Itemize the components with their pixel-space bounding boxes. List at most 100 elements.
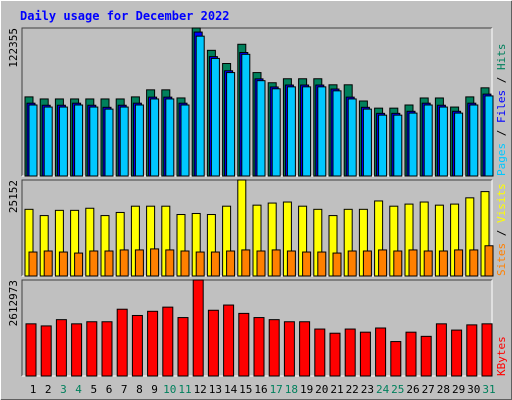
bar [359,331,371,377]
bar [241,249,251,277]
bar [195,251,205,277]
bar [362,108,372,177]
x-tick-label: 23 [361,383,374,396]
x-tick-label: 30 [467,383,480,396]
bar [177,317,189,377]
bar [408,112,418,177]
bar [302,86,312,177]
bar [55,319,67,377]
y-tick-label: 25152 [7,180,20,213]
bar [451,329,463,377]
bar [134,104,144,177]
legend-entry: KBytes [495,336,508,376]
bar [271,249,281,277]
bar [162,306,174,377]
bar [226,72,236,177]
x-tick-label: 4 [75,383,82,396]
bar [423,104,433,177]
bar [165,98,175,177]
bar [253,317,265,377]
bar [43,250,53,277]
bar [423,250,433,277]
bar [314,328,326,377]
legend-separator: / [495,223,508,243]
bar [329,332,341,377]
bar [40,325,52,377]
legend-entry: Sites [495,243,508,276]
x-tick-label: 31 [482,383,495,396]
x-tick-label: 5 [90,383,97,396]
panel-edge-dark [21,179,492,276]
x-tick-label: 27 [422,383,435,396]
x-tick-label: 18 [285,383,298,396]
bar [393,114,403,177]
x-tick-label: 2 [45,383,52,396]
bar [375,327,387,377]
x-tick-label: 13 [209,383,222,396]
bar [378,249,388,277]
x-tick-label: 26 [406,383,419,396]
bar [454,112,464,177]
bar [71,323,83,377]
bar [119,106,129,177]
bar [390,341,402,377]
x-tick-label: 20 [315,383,328,396]
bar [378,114,388,177]
bar [86,321,98,377]
legend-entry: Pages [495,143,508,176]
panel-edge-dark [21,27,492,176]
bar [435,323,447,377]
bar [28,104,38,177]
bar [238,312,250,377]
bar [362,250,372,277]
bar [43,106,53,177]
bar [454,249,464,277]
bar [286,86,296,177]
x-tick-label: 16 [254,383,267,396]
bar [131,314,143,377]
bar [58,106,68,177]
bar [344,328,356,377]
bar [466,324,478,377]
bar [256,80,266,177]
x-tick-label: 28 [437,383,450,396]
x-tick-label: 12 [194,383,207,396]
legend-separator: / [495,70,508,90]
bar [180,104,190,177]
bar [58,251,68,277]
x-tick-label: 10 [163,383,176,396]
bar [438,250,448,277]
y-tick-label: 122355 [7,28,20,68]
legend-entry: Visits [495,183,508,223]
legend: Sites / Visits [495,183,508,276]
x-tick-label: 6 [106,383,113,396]
bar [207,309,219,377]
bar [347,98,357,177]
legend: KBytes [495,336,508,376]
bar [420,335,432,377]
bar [347,250,357,277]
x-tick-label: 1 [30,383,37,396]
bar [104,250,114,277]
bar [89,250,99,277]
bar [180,250,190,277]
bar [104,108,114,177]
bar [134,249,144,277]
bar [28,251,38,277]
bar [469,104,479,177]
bar [484,245,494,277]
bar [271,88,281,177]
bar [210,57,220,177]
x-tick-label: 22 [346,383,359,396]
bar [317,251,327,277]
bar [302,251,312,277]
bar [226,250,236,277]
bar [223,304,235,377]
bar [25,323,37,377]
y-tick-label: 2612973 [7,280,20,326]
bar [165,249,175,277]
bar [74,104,84,177]
bar [283,321,295,377]
